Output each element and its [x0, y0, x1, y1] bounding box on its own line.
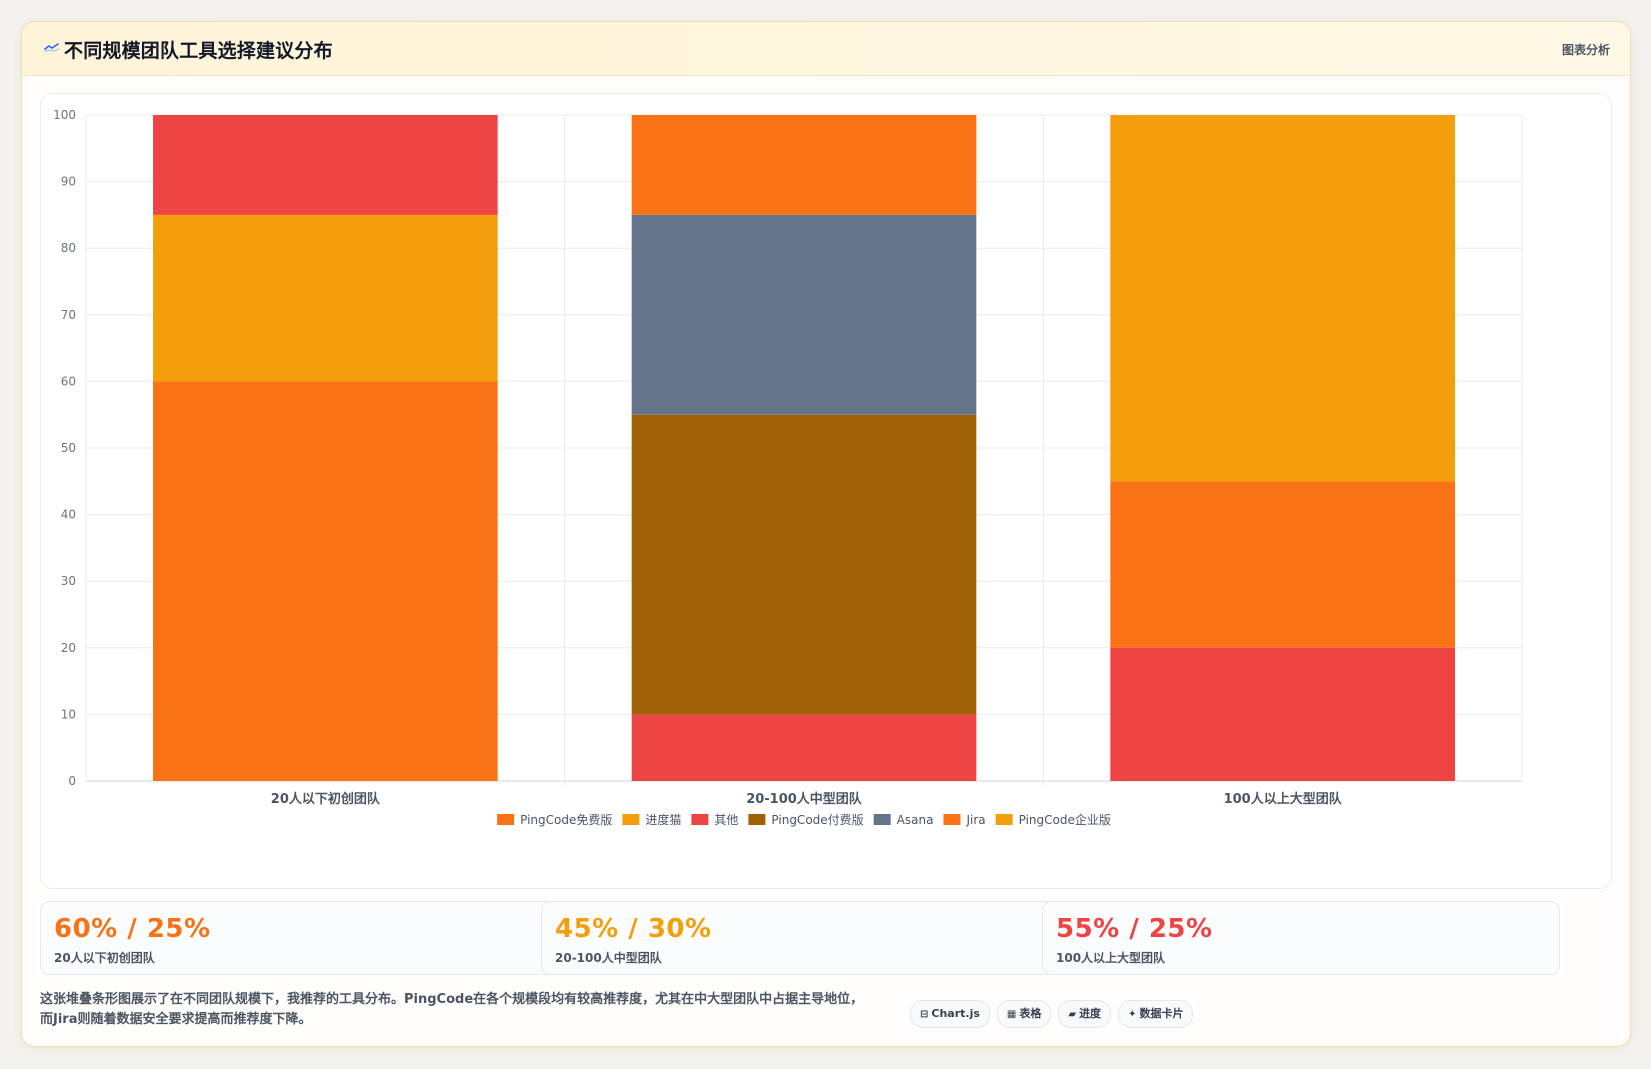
tag-table[interactable]: ▦ 表格 [996, 1000, 1052, 1028]
y-tick-label: 70 [61, 308, 76, 322]
chart-card: 不同规模团队工具选择建议分布 图表分析 0 10 20 30 40 50 60 70 80 90 1… [21, 21, 1631, 1047]
legend-label: PingCode付费版 [771, 813, 863, 827]
tag-label: 数据卡片 [1139, 1007, 1184, 1020]
bar-segment [1110, 115, 1455, 482]
y-tick-label: 100 [53, 108, 76, 122]
y-tick-label: 50 [61, 441, 76, 455]
legend-swatch [995, 814, 1013, 825]
header-tag: 图表分析 [1561, 43, 1610, 57]
card-header: 不同规模团队工具选择建议分布 图表分析 [22, 22, 1630, 76]
progress-icon: ▰ [1068, 1009, 1077, 1020]
tag-label: 进度 [1079, 1007, 1102, 1020]
stat-value: 45% / 30% [555, 914, 712, 944]
stat-card-small-team: 60% / 25% 20人以下初创团队 [40, 901, 558, 975]
legend-label: Jira [965, 813, 985, 827]
tag-label: 表格 [1019, 1007, 1042, 1020]
bar-segment [631, 214, 977, 415]
x-tick-label: 100人以上大型团队 [1224, 791, 1343, 807]
legend-label: PingCode企业版 [1019, 812, 1111, 827]
chart-icon: ⊟ [920, 1009, 929, 1020]
y-tick-label: 80 [61, 241, 76, 255]
legend-swatch [748, 814, 766, 825]
legend-swatch [943, 814, 961, 825]
tag-progress[interactable]: ▰ 进度 [1058, 1000, 1112, 1028]
y-tick-label: 30 [61, 574, 76, 588]
stat-label: 20人以下初创团队 [54, 951, 155, 965]
x-tick-label: 20人以下初创团队 [271, 791, 381, 807]
bar-segment [631, 115, 977, 215]
stat-value: 55% / 25% [1056, 914, 1213, 944]
bar-segment [153, 115, 498, 215]
y-tick-label: 40 [61, 508, 76, 522]
bar-segment [153, 381, 498, 781]
legend-label: 其他 [714, 813, 738, 827]
stat-card-medium-team: 45% / 30% 20-100人中型团队 [541, 901, 1059, 975]
stat-label: 20-100人中型团队 [555, 951, 662, 965]
chart-line-icon [44, 43, 60, 52]
chart-description: 这张堆叠条形图展示了在不同团队规模下，我推荐的工具分布。PingCode在各个规… [40, 992, 864, 1027]
bar-segment [1110, 481, 1455, 648]
chart-legend: PingCode免费版 进度猫 其他 PingCode付费版 Asana Jira Ping… [497, 812, 1111, 827]
tag-chartjs[interactable]: ⊟ Chart.js [910, 1000, 990, 1028]
legend-swatch [497, 814, 515, 825]
stat-card-large-team: 55% / 25% 100人以上大型团队 [1042, 901, 1560, 975]
bar-segment [631, 414, 977, 715]
legend-label: Asana [897, 813, 934, 827]
sparkle-icon: ✦ [1128, 1009, 1137, 1020]
stat-value: 60% / 25% [54, 914, 211, 944]
legend-swatch [873, 814, 891, 825]
legend-swatch [691, 814, 709, 825]
stat-label: 100人以上大型团队 [1056, 951, 1166, 965]
y-tick-label: 60 [61, 374, 76, 388]
legend-swatch [622, 814, 640, 825]
y-tick-label: 10 [61, 707, 76, 721]
tag-data-card[interactable]: ✦ 数据卡片 [1118, 1000, 1194, 1028]
y-tick-label: 90 [61, 175, 76, 189]
bar-segment [153, 214, 498, 382]
table-icon: ▦ [1006, 1009, 1017, 1020]
x-tick-label: 20-100人中型团队 [746, 791, 863, 807]
chart-container: 0 10 20 30 40 50 60 70 80 90 100 20人以下初创团队 20-100人中型… [40, 93, 1612, 889]
bar-segment [1110, 647, 1455, 781]
legend-label: 进度猫 [645, 812, 681, 827]
y-tick-label: 20 [61, 641, 76, 655]
tag-label: Chart.js [931, 1007, 980, 1020]
stacked-bar-chart: 0 10 20 30 40 50 60 70 80 90 100 20人以下初创团队 20-100人中型… [53, 108, 1523, 827]
page-title: 不同规模团队工具选择建议分布 [64, 40, 333, 62]
y-tick-label: 0 [68, 774, 76, 788]
stats-row: 60% / 25% 20人以下初创团队 45% / 30% 20-100人中型团… [40, 901, 1612, 975]
tag-list: ⊟ Chart.js ▦ 表格 ▰ 进度 ✦ 数据卡片 [910, 1000, 1200, 1028]
bar-segment [631, 714, 977, 781]
legend-label: PingCode免费版 [520, 812, 612, 827]
